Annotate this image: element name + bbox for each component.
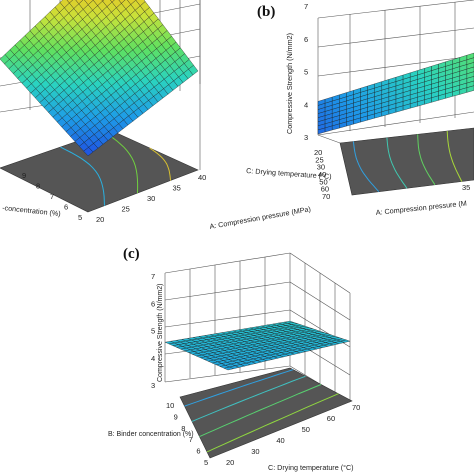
surface-patch-a	[135, 0, 146, 7]
contour-floor-c	[179, 367, 353, 459]
x-tick-label-c: 40	[276, 436, 284, 445]
contour-b-contour-line	[446, 130, 463, 182]
surface-patch-c	[340, 339, 351, 343]
surface-patch-a	[84, 0, 94, 5]
z-tick-label-b: 7	[304, 2, 308, 11]
x-tick-label-c: 50	[302, 425, 310, 434]
surface-patch-b	[466, 85, 474, 93]
y-tick-label-c: 7	[189, 435, 193, 444]
z-tick-label-b: 3	[304, 133, 308, 142]
z-axis-label-c: Compressive Strength (N/mm2)	[157, 284, 164, 382]
y-tick-label-b: 20	[314, 148, 322, 157]
contour-b-contour-line	[417, 134, 436, 186]
panel-label-c: (c)	[123, 246, 140, 262]
y-tick-label-b: 30	[317, 163, 325, 172]
x-tick-label-c: 70	[352, 403, 360, 412]
y-tick-label-a: 5	[78, 213, 82, 222]
x-axis-label-c: C: Drying temperature (°C)	[268, 463, 354, 472]
z-tick-label-c: 3	[151, 381, 155, 390]
z-tick-label-c: 4	[151, 354, 155, 363]
surface-patch-a	[75, 0, 84, 5]
surface-patch-a	[59, 0, 70, 8]
contour-c-plane	[179, 367, 353, 459]
y-tick-label-a: 8	[36, 182, 40, 191]
x-tick-label-a: 30	[147, 194, 155, 203]
contour-b-plane	[339, 127, 474, 196]
contour-c-contour-line	[184, 369, 294, 407]
z-tick-label-b: 6	[304, 35, 308, 44]
y-axis-label-c: B: Binder concentration (%)	[108, 431, 194, 438]
x-axis-label-a: A: Compression pressure (MPa)	[209, 204, 312, 231]
z-tick-label-c: 6	[151, 299, 155, 308]
panel-label-b: (b)	[257, 4, 275, 20]
y-tick-label-a: 7	[50, 192, 54, 201]
x-tick-label-a: 20	[96, 215, 104, 224]
x-tick-label-a: 25	[122, 205, 130, 214]
z-tick-label-b: 4	[304, 100, 308, 109]
surface-patch-a	[118, 0, 126, 4]
y-tick-label-a: 6	[64, 203, 68, 212]
surface-patch-a	[110, 0, 115, 3]
y-tick-label-b: 70	[322, 192, 330, 201]
y-axis-label-a: -concentration (%)	[2, 203, 61, 218]
surface-patch-a	[78, 0, 89, 10]
contour-a-contour-line	[149, 147, 171, 181]
contour-c-contour-line	[191, 375, 306, 422]
y-tick-label-c: 6	[196, 447, 200, 456]
axis-ticks-a: 20 25 30 35 40 5 6 7 8 9	[22, 171, 206, 224]
x-tick-label-c: 20	[226, 458, 234, 467]
z-tick-label-c: 7	[151, 272, 155, 281]
y-tick-label-c: 8	[181, 424, 185, 433]
x-tick-label-b: 35	[462, 183, 470, 192]
surface-patch-a	[121, 0, 132, 10]
contour-floor-b	[339, 127, 474, 196]
surface-patch-a	[127, 0, 137, 5]
response-surface-a	[0, 0, 199, 157]
surface-patch-a	[92, 0, 103, 6]
x-tick-label-c: 60	[327, 414, 335, 423]
x-tick-label-a: 40	[198, 173, 206, 182]
y-tick-label-a: 9	[22, 171, 26, 180]
y-tick-label-b: 60	[321, 185, 329, 194]
surface-patch-a	[66, 0, 73, 4]
contour-c-contour-line	[199, 384, 322, 438]
y-tick-label-c: 9	[174, 412, 178, 421]
response-surface-b	[317, 52, 474, 135]
contour-a-contour-line	[60, 146, 105, 206]
x-axis-label-b: A: Compression pressure (M	[375, 198, 467, 217]
x-tick-label-c: 30	[251, 447, 259, 456]
surface-patch-a	[111, 0, 122, 8]
y-tick-label-c: 5	[204, 458, 208, 467]
contour-a-contour-line	[104, 131, 139, 194]
y-tick-label-c: 10	[166, 401, 174, 410]
y-tick-label-b: 50	[319, 177, 327, 186]
z-tick-label-b: 5	[304, 68, 308, 77]
y-tick-label-b: 25	[315, 155, 323, 164]
x-tick-label-a: 35	[173, 184, 181, 193]
response-surface-c	[164, 320, 351, 371]
contour-b-contour-line	[386, 137, 408, 189]
surface-patch-a	[102, 0, 113, 7]
surface-patch-a	[101, 0, 104, 2]
y-tick-label-b: 40	[318, 170, 326, 179]
z-tick-label-c: 5	[151, 327, 155, 336]
surface-patch-a	[69, 0, 80, 9]
contour-c-contour-line	[206, 393, 339, 453]
contour-b-contour-line	[352, 141, 380, 193]
z-axis-label-b: Compressive Strength (N/mm2)	[285, 33, 294, 134]
